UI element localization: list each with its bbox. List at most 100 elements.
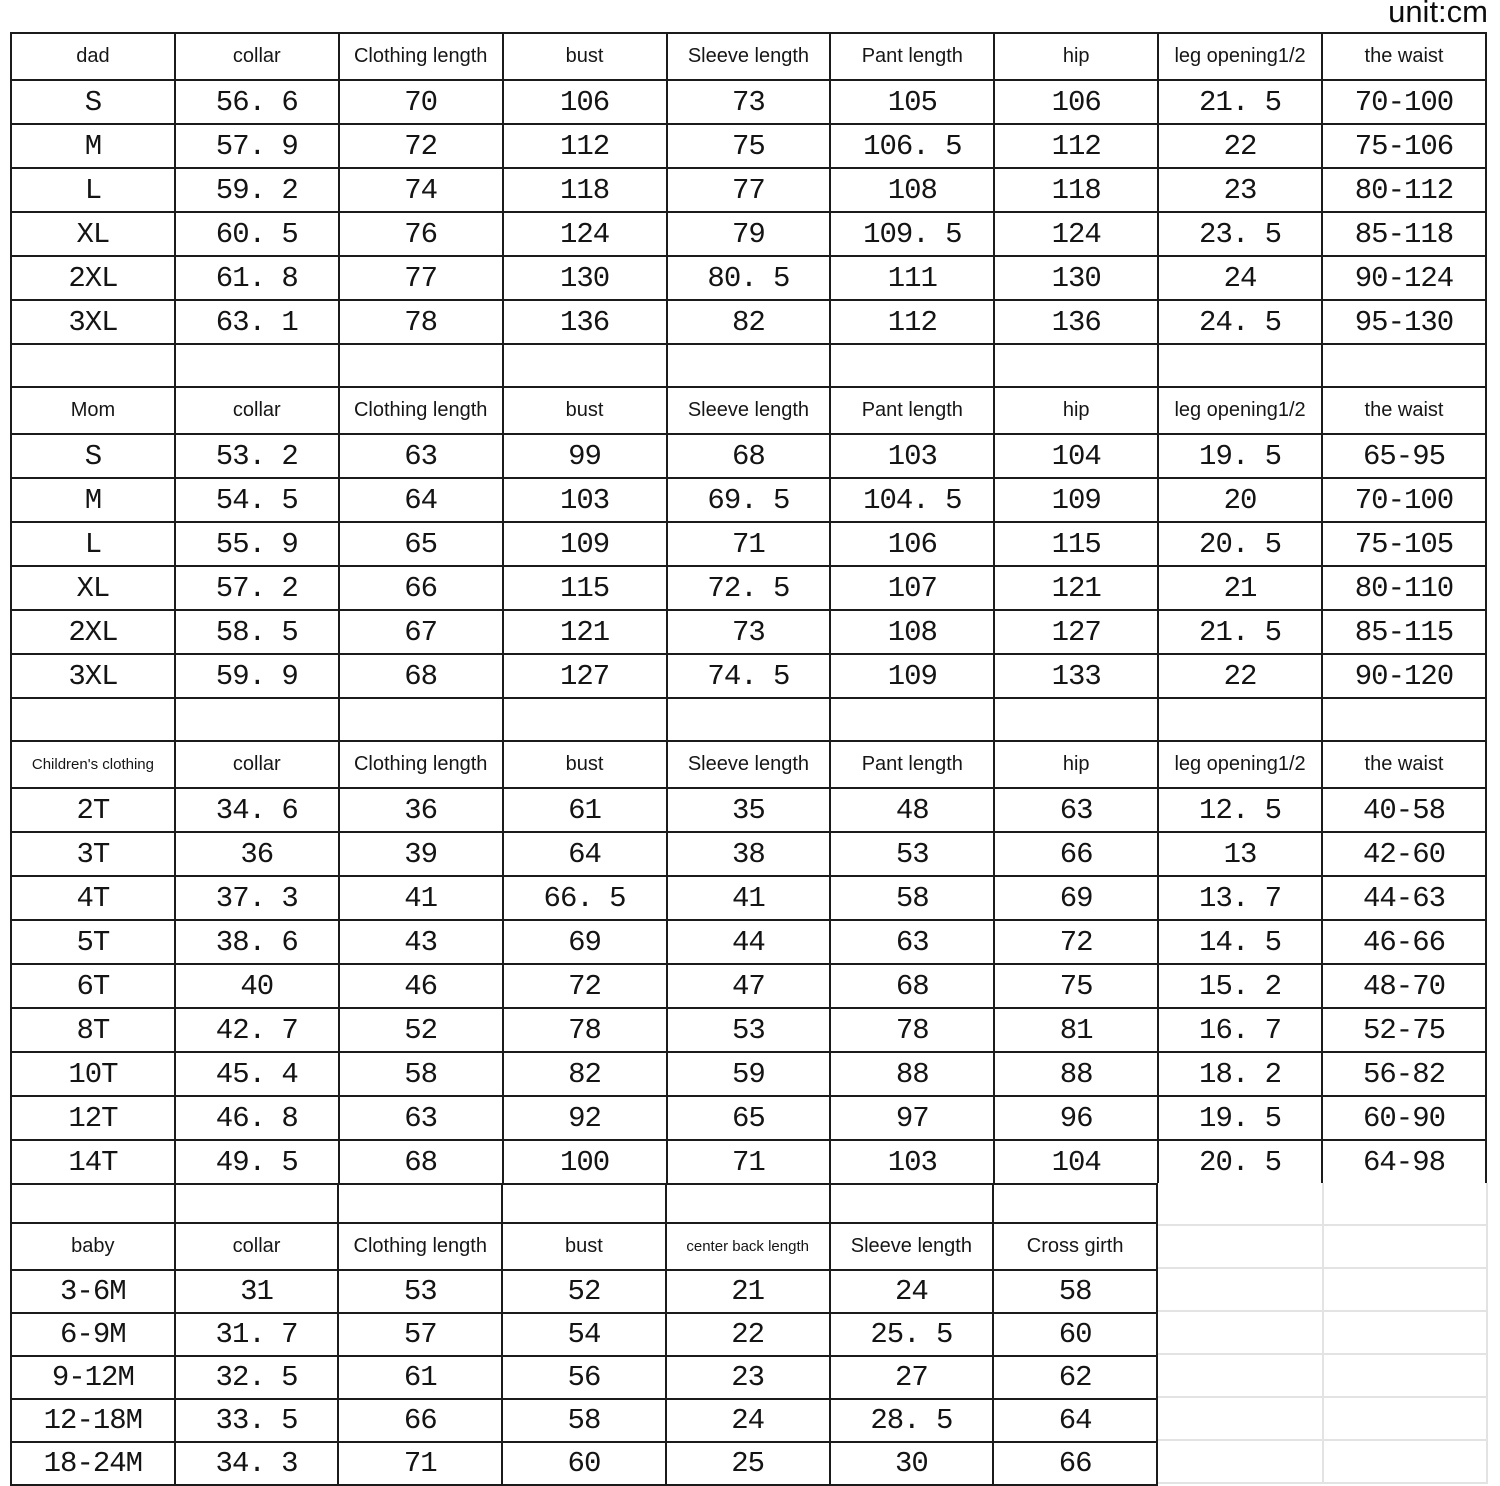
value-cell: 115 [993,521,1160,567]
unit-label: unit:cm [1388,0,1488,29]
header-cell: Sleeve length [828,1222,995,1271]
value-cell: 71 [665,1139,832,1185]
table-row: S 53. 2 63 99 68 103 104 19. 5 65-95 [10,433,1487,479]
value-cell: 8T [10,1007,176,1053]
header-cell: leg opening1/2 [1157,32,1323,81]
value-cell: 127 [501,653,668,699]
value-cell: 65 [665,1095,832,1141]
value-cell: 92 [501,1095,668,1141]
table-row: 14T 49. 5 68 100 71 103 104 20. 5 64-98 [10,1139,1487,1185]
value-cell: 46. 8 [173,1095,340,1141]
value-cell: XL [10,211,176,257]
spacer-cell [337,343,504,388]
table-row: 12T 46. 8 63 92 65 97 96 19. 5 60-90 [10,1095,1487,1141]
spacer-cell [501,343,668,388]
value-cell: 66 [992,1441,1158,1486]
value-cell: 56. 6 [173,79,340,125]
header-cell: bust [501,32,668,81]
value-cell: 2T [10,787,176,833]
value-cell: 130 [993,255,1160,301]
value-cell: 103 [501,477,668,523]
value-cell: 53 [665,1007,832,1053]
value-cell: 23. 5 [1157,211,1323,257]
header-cell: Clothing length [337,386,504,435]
value-cell: 38. 6 [173,919,340,965]
header-cell: bust [501,740,668,789]
header-cell: hip [993,740,1160,789]
value-cell: 69. 5 [665,477,832,523]
value-cell: 124 [501,211,668,257]
mom-table: Mom collar Clothing length bust Sleeve lengt… [10,343,1487,699]
value-cell: 73 [665,79,832,125]
value-cell: 57. 9 [173,123,340,169]
value-cell: 75 [665,123,832,169]
value-cell: 15. 2 [1157,963,1323,1009]
value-cell: 66. 5 [501,875,668,921]
value-cell: 31 [173,1269,340,1314]
header-cell: collar [173,740,340,789]
section-mom: Mom collar Clothing length bust Sleeve lengt… [10,343,1487,699]
value-cell: 63 [337,1095,504,1141]
value-cell: 24 [828,1269,995,1314]
value-cell: 18. 2 [1157,1051,1323,1097]
value-cell: 104 [993,433,1160,479]
value-cell: 35 [665,787,832,833]
value-cell: 77 [337,255,504,301]
table-row: L 55. 9 65 109 71 106 115 20. 5 75-105 [10,521,1487,567]
value-cell: 52 [337,1007,504,1053]
value-cell: 28. 5 [828,1398,995,1443]
table-row: 8T 42. 7 52 78 53 78 81 16. 7 52-75 [10,1007,1487,1053]
value-cell: 85-118 [1321,211,1487,257]
value-cell: 5T [10,919,176,965]
value-cell: 12. 5 [1157,787,1323,833]
value-cell: 34. 3 [173,1441,340,1486]
value-cell: 70-100 [1321,477,1487,523]
header-cell: collar [173,1222,340,1271]
value-cell: L [10,521,176,567]
header-cell: bust [501,386,668,435]
value-cell: 59. 2 [173,167,340,213]
value-cell: 47 [665,963,832,1009]
table-row: 3T 36 39 64 38 53 66 13 42-60 [10,831,1487,877]
value-cell: 66 [993,831,1160,877]
table-row: 6-9M 31. 7 57 54 22 25. 5 60 [10,1312,1158,1357]
spacer-cell [337,1183,504,1224]
value-cell: 73 [665,609,832,655]
table-row [10,343,1487,388]
spacer-cell [10,1183,176,1224]
value-cell: 103 [829,433,996,479]
value-cell: 106 [829,521,996,567]
value-cell: 70-100 [1321,79,1487,125]
header-cell: leg opening1/2 [1157,740,1323,789]
table-row: 3-6M 31 53 52 21 24 58 [10,1269,1158,1314]
header-cell: center back length [664,1222,831,1271]
value-cell: 78 [337,299,504,345]
value-cell: 112 [829,299,996,345]
header-cell: Sleeve length [665,32,832,81]
value-cell: 68 [337,1139,504,1185]
value-cell: 57 [337,1312,504,1357]
spacer-cell [1157,343,1323,388]
header-cell: the waist [1321,740,1487,789]
value-cell: 107 [829,565,996,611]
spacer-cell [10,343,176,388]
spacer-cell [173,1183,340,1224]
value-cell: 23 [1157,167,1323,213]
spacer-cell [664,1183,831,1224]
value-cell: 53 [829,831,996,877]
value-cell: 22 [1157,653,1323,699]
value-cell: 14. 5 [1157,919,1323,965]
value-cell: 96 [993,1095,1160,1141]
value-cell: 75 [993,963,1160,1009]
value-cell: 12-18M [10,1398,176,1443]
value-cell: 71 [665,521,832,567]
value-cell: 76 [337,211,504,257]
value-cell: 60. 5 [173,211,340,257]
value-cell: 66 [337,565,504,611]
value-cell: 24. 5 [1157,299,1323,345]
value-cell: 61 [337,1355,504,1400]
header-cell: the waist [1321,32,1487,81]
spacer-cell [173,343,340,388]
value-cell: 82 [665,299,832,345]
